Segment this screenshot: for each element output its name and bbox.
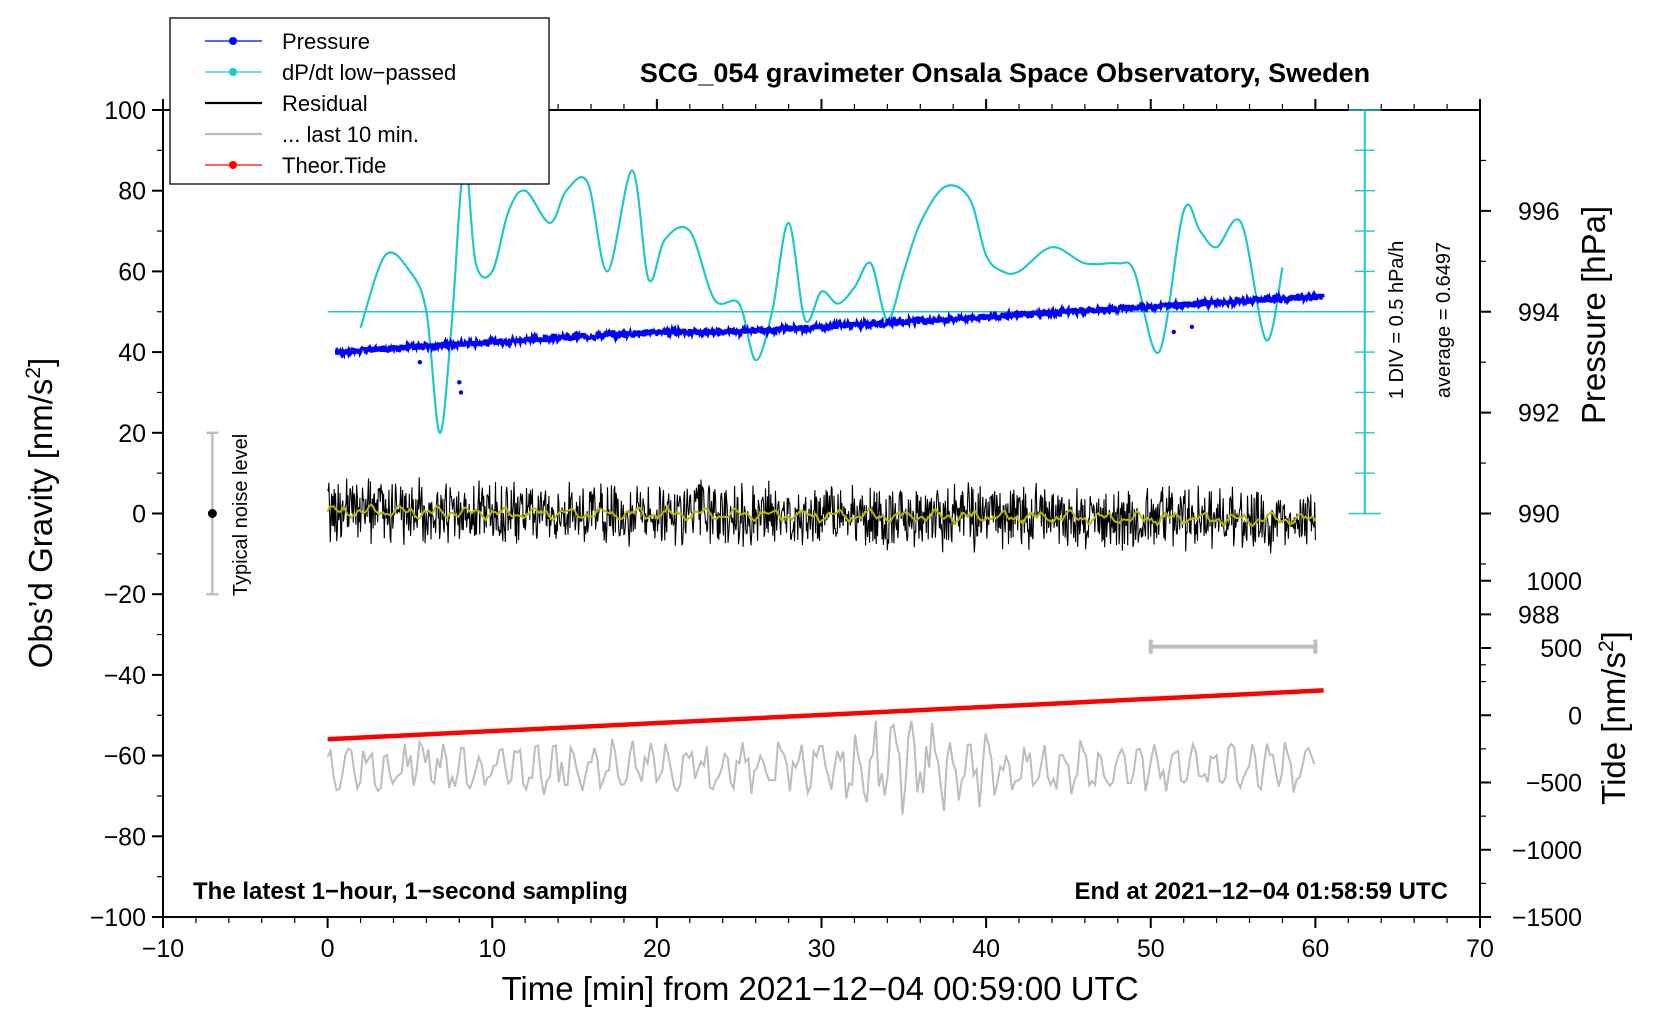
legend-label: dP/dt low−passed — [282, 60, 456, 85]
legend-marker — [229, 68, 237, 76]
pressure-tick-label: 990 — [1518, 501, 1560, 529]
y-axis-title-left-sup: 2 — [22, 367, 45, 379]
x-tick-label: 10 — [478, 935, 506, 963]
dpdt-average-label: average = 0.6497 — [1433, 242, 1455, 398]
y-tick-label: −100 — [90, 904, 146, 932]
y-axis-title-tide: Tide [nm/s2] — [1595, 631, 1632, 805]
tide-layer — [327, 688, 1324, 742]
x-tick-label: 40 — [972, 935, 1000, 963]
pressure-tick-label: 996 — [1518, 198, 1560, 226]
pressure-outlier-point — [417, 359, 423, 365]
x-tick-label: 0 — [321, 935, 335, 963]
residual-layer — [326, 477, 1317, 554]
last-10-min-layer — [326, 639, 1318, 815]
y-tick-label: 60 — [118, 258, 146, 286]
x-tick-label: 60 — [1301, 935, 1329, 963]
legend-box — [169, 17, 550, 185]
tide-series-line — [327, 688, 1324, 742]
x-tick-label: 70 — [1466, 935, 1494, 963]
residual-series-line — [327, 477, 1316, 554]
tide-tick-label: 0 — [1568, 702, 1582, 730]
last-10-min-series-line — [326, 720, 1316, 815]
pressure-tick-label: 988 — [1518, 601, 1560, 629]
legend-items: Pressure dP/dt low−passed Residual ... last… — [205, 29, 456, 178]
legend-marker — [229, 37, 237, 45]
pressure-layer — [334, 289, 1325, 395]
y-tick-label: −20 — [104, 581, 146, 609]
residual-lowpass-line — [326, 503, 1317, 528]
y-axis-title-left-end: ] — [22, 358, 59, 367]
x-tick-label: −10 — [142, 935, 184, 963]
legend-label: ... last 10 min. — [282, 122, 419, 147]
tide-tick-label: −500 — [1526, 770, 1582, 798]
legend-label: Pressure — [282, 29, 370, 54]
note-bottom-right: End at 2021−12−04 01:58:59 UTC — [1074, 878, 1448, 905]
y-axis-title-pressure: Pressure [hPa] — [1575, 206, 1612, 424]
pressure-tick-label: 992 — [1518, 400, 1560, 428]
y-tick-label: 20 — [118, 420, 146, 448]
dpdt-layer — [327, 109, 1381, 515]
pressure-outlier-point — [1171, 329, 1176, 335]
y-tick-label: 80 — [118, 178, 146, 206]
tide-tick-label: 1000 — [1526, 568, 1582, 596]
tide-tick-label: −1000 — [1512, 837, 1582, 865]
note-bottom-left: The latest 1−hour, 1−second sampling — [193, 878, 628, 905]
y-tick-label: −60 — [104, 743, 146, 771]
legend: Pressure dP/dt low−passed Residual ... last… — [169, 17, 550, 185]
chart-title: SCG_054 gravimeter Onsala Space Observat… — [640, 58, 1370, 88]
noise-bar-center-point — [207, 509, 217, 518]
tide-tick-label: 500 — [1540, 635, 1582, 663]
x-tick-label: 30 — [808, 935, 836, 963]
annotations — [206, 431, 219, 596]
pressure-outlier-point — [458, 390, 464, 395]
dpdt-scale-label: 1 DIV = 0.5 hPa/h — [1386, 241, 1408, 399]
pressure-outlier-point — [457, 380, 462, 385]
legend-label: Residual — [282, 91, 368, 116]
dpdt-series-line — [359, 160, 1284, 434]
y-axis-title-left-main: Obs’d Gravity [nm/s — [22, 379, 59, 669]
y-axis-title-tide-end: ] — [1595, 631, 1632, 640]
y-tick-label: −80 — [104, 823, 146, 851]
tick-labels: −10 0 10 20 30 40 50 60 70−100−80−60−40−20020406… — [90, 97, 1582, 963]
pressure-outlier-point — [1189, 324, 1195, 330]
tide-tick-label: −1500 — [1512, 904, 1582, 932]
legend-label: Theor.Tide — [282, 153, 386, 178]
x-axis-title: Time [min] from 2021−12−04 00:59:00 UTC — [501, 970, 1138, 1007]
y-tick-label: 40 — [118, 339, 146, 367]
y-axis-title-left: Obs’d Gravity [nm/s2] — [22, 358, 59, 669]
y-tick-label: 0 — [132, 501, 146, 529]
legend-marker — [229, 161, 237, 169]
pressure-tick-label: 994 — [1518, 299, 1560, 327]
x-tick-label: 20 — [643, 935, 671, 963]
pressure-series-line — [334, 289, 1325, 360]
noise-level-label: Typical noise level — [230, 434, 252, 596]
y-tick-label: 100 — [104, 97, 146, 125]
x-tick-label: 50 — [1137, 935, 1165, 963]
y-tick-label: −40 — [104, 662, 146, 690]
y-axis-title-tide-sup: 2 — [1595, 640, 1618, 652]
y-axis-title-tide-main: Tide [nm/s — [1595, 652, 1632, 805]
